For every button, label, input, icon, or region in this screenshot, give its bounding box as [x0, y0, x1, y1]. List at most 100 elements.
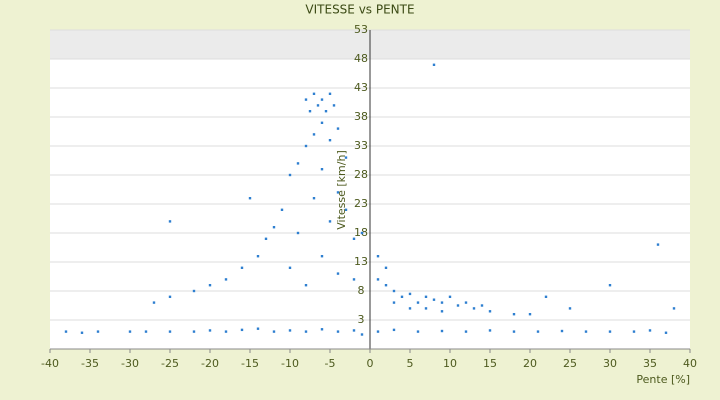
x-tick-label: -10	[281, 357, 299, 370]
point	[352, 237, 356, 240]
point	[464, 330, 468, 333]
point	[332, 104, 336, 107]
point	[608, 284, 612, 287]
point	[168, 220, 172, 223]
point	[312, 92, 316, 95]
point	[324, 110, 328, 113]
point	[488, 329, 492, 332]
point	[308, 110, 312, 113]
point	[456, 304, 460, 307]
point	[584, 330, 588, 333]
point	[168, 330, 172, 333]
point	[288, 329, 292, 332]
x-tick-label: 15	[483, 357, 497, 370]
x-tick-label: -35	[81, 357, 99, 370]
x-tick-label: 40	[683, 357, 697, 370]
point	[528, 313, 532, 316]
point	[376, 255, 380, 258]
point	[648, 329, 652, 332]
x-tick-label: -40	[41, 357, 59, 370]
x-axis-label: Pente [%]	[636, 373, 690, 386]
point	[344, 156, 348, 159]
point	[96, 330, 100, 333]
point	[336, 330, 340, 333]
point	[416, 330, 420, 333]
point	[408, 307, 412, 310]
point	[672, 307, 676, 310]
point	[192, 289, 196, 293]
point	[248, 197, 252, 200]
point	[256, 327, 260, 330]
point	[224, 330, 228, 333]
point	[280, 208, 284, 211]
y-tick-label: 13	[354, 255, 368, 268]
y-tick-label: 3	[358, 313, 365, 326]
x-tick-label: 35	[643, 357, 657, 370]
point	[480, 304, 484, 307]
point	[316, 104, 320, 107]
y-axis-label: Vitesse [km/h]	[335, 150, 348, 230]
point	[288, 266, 292, 269]
point	[664, 331, 668, 334]
point	[320, 121, 324, 124]
point	[384, 284, 388, 287]
point	[312, 197, 316, 200]
point	[464, 301, 468, 304]
point	[384, 266, 388, 269]
x-tick-label: 20	[523, 357, 537, 370]
point	[168, 295, 172, 298]
point	[320, 255, 324, 258]
point	[296, 162, 300, 165]
point	[336, 191, 340, 194]
y-tick-label: 33	[354, 139, 368, 152]
point	[568, 307, 572, 310]
x-tick-label: 0	[367, 357, 374, 370]
y-tick-label: 53	[354, 23, 368, 36]
point	[632, 330, 636, 333]
point	[360, 333, 364, 336]
point	[400, 295, 404, 298]
point	[416, 301, 420, 304]
point	[328, 92, 332, 95]
point	[128, 330, 132, 333]
y-tick-label: 28	[354, 168, 368, 181]
point	[64, 330, 68, 333]
point	[512, 330, 516, 333]
point	[272, 226, 276, 229]
point	[80, 331, 84, 334]
point	[656, 243, 660, 246]
point	[440, 301, 444, 304]
y-tick-label: 48	[354, 52, 368, 65]
point	[208, 284, 212, 287]
point	[240, 266, 244, 269]
point	[440, 329, 444, 333]
chart-title: VITESSE vs PENTE	[305, 3, 414, 17]
x-tick-label: -15	[241, 357, 259, 370]
y-tick-label: 38	[354, 110, 368, 123]
x-tick-label: 10	[443, 357, 457, 370]
point	[472, 307, 476, 310]
point	[448, 295, 452, 298]
x-tick-label: 25	[563, 357, 577, 370]
point	[296, 231, 300, 235]
point	[224, 278, 228, 281]
x-tick-label: -30	[121, 357, 139, 370]
point	[304, 98, 308, 101]
point	[192, 330, 196, 333]
point	[392, 289, 396, 293]
point	[544, 295, 548, 298]
point	[512, 313, 516, 316]
point	[304, 330, 308, 333]
y-tick-label: 23	[354, 197, 368, 210]
y-tick-label: 43	[354, 81, 368, 94]
y-tick-label: 8	[358, 284, 365, 297]
x-tick-label: -25	[161, 357, 179, 370]
point	[336, 127, 340, 130]
point	[256, 255, 260, 258]
point	[360, 231, 364, 235]
x-tick-label: 5	[407, 357, 414, 370]
point	[488, 310, 492, 313]
x-tick-label: -20	[201, 357, 219, 370]
